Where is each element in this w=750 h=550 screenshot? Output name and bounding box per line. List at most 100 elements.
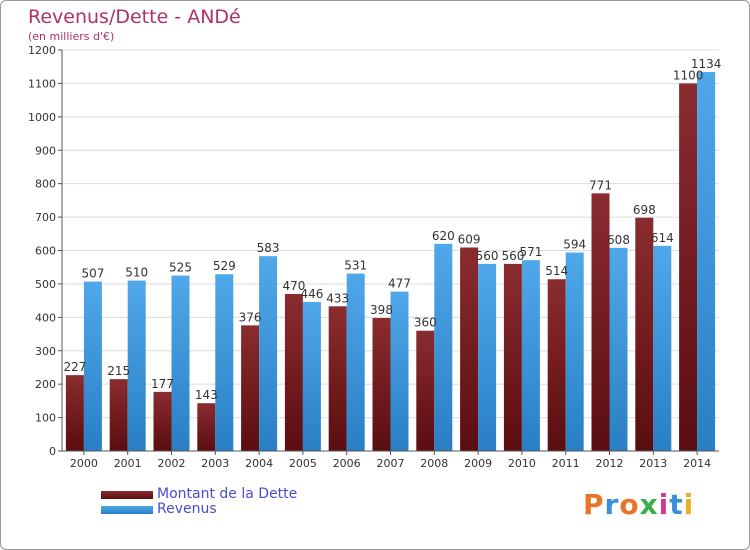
bar-revenus	[653, 245, 672, 451]
y-tick-label: 600	[35, 245, 56, 258]
data-label: 470	[282, 279, 305, 293]
data-label: 1100	[673, 68, 704, 82]
logo-letter: o	[619, 488, 640, 521]
data-label: 177	[151, 377, 174, 391]
data-label: 571	[519, 245, 542, 259]
x-tick-label: 2010	[508, 457, 536, 470]
bar-dette	[241, 325, 260, 451]
bar-dette	[460, 247, 479, 451]
logo-letter: r	[604, 488, 620, 521]
logo-letter: i	[658, 488, 670, 521]
logo-letter: P	[583, 488, 605, 521]
y-tick-label: 900	[35, 144, 56, 157]
data-label: 771	[589, 178, 612, 192]
y-tick-label: 100	[35, 412, 56, 425]
chart-title: Revenus/Dette - ANDé	[28, 6, 241, 28]
x-tick-label: 2002	[158, 457, 186, 470]
bars	[65, 72, 716, 452]
x-tick-label: 2014	[683, 457, 711, 470]
bar-revenus	[83, 281, 102, 451]
y-tick-label: 200	[35, 378, 56, 391]
y-tick-label: 500	[35, 278, 56, 291]
data-label: 1134	[691, 57, 722, 71]
bar-dette	[109, 379, 128, 451]
x-tick-label: 2008	[420, 457, 448, 470]
data-label: 376	[239, 310, 262, 324]
x-tick-label: 2006	[333, 457, 361, 470]
y-tick-label: 700	[35, 211, 56, 224]
bar-revenus	[127, 280, 146, 451]
bar-revenus	[171, 275, 190, 451]
x-tick-label: 2004	[245, 457, 273, 470]
x-tick-label: 2011	[552, 457, 580, 470]
bar-revenus	[478, 263, 497, 451]
bar-dette	[328, 306, 347, 451]
x-tick-label: 2000	[70, 457, 98, 470]
y-tick-label: 400	[35, 311, 56, 324]
data-label: 510	[125, 266, 148, 280]
logo-letter: t	[669, 488, 684, 521]
bar-dette	[65, 375, 84, 451]
bar-dette	[372, 318, 391, 451]
data-label: 477	[388, 277, 411, 291]
y-tick-label: 300	[35, 345, 56, 358]
y-tick-label: 0	[49, 445, 56, 458]
bar-dette	[284, 293, 303, 451]
bar-revenus	[609, 247, 628, 451]
bar-dette	[416, 330, 435, 451]
bar-revenus	[259, 256, 278, 451]
bar-revenus	[434, 243, 453, 451]
bar-dette	[153, 391, 172, 451]
data-label: 398	[370, 303, 393, 317]
bar-revenus	[521, 260, 540, 451]
proxiti-logo: Proxiti	[583, 488, 694, 521]
bar-revenus	[215, 274, 234, 451]
bar-revenus	[302, 301, 321, 451]
bar-dette	[503, 263, 522, 451]
data-label: 446	[300, 287, 323, 301]
data-label: 698	[633, 203, 656, 217]
bar-dette	[547, 279, 566, 451]
data-label: 594	[563, 238, 586, 252]
x-tick-label: 2001	[114, 457, 142, 470]
legend-label-revenus: Revenus	[157, 501, 217, 517]
bar-revenus	[390, 291, 409, 451]
data-label: 525	[169, 261, 192, 275]
x-tick-label: 2005	[289, 457, 317, 470]
data-label: 143	[195, 388, 218, 402]
bar-dette	[197, 403, 216, 451]
legend-swatch-dette	[101, 491, 153, 499]
legend-label-dette: Montant de la Dette	[157, 486, 298, 502]
data-label: 560	[501, 249, 524, 263]
data-label: 360	[414, 316, 437, 330]
bar-revenus	[697, 72, 716, 452]
x-tick-label: 2013	[639, 457, 667, 470]
axes: 0 100 200 300 400 500 600 700 800 900 1000 1100 1200…	[28, 44, 719, 470]
bar-dette	[679, 83, 698, 452]
logo-letter: x	[639, 488, 659, 521]
x-tick-label: 2003	[201, 457, 229, 470]
bar-dette	[635, 217, 654, 451]
data-label: 531	[344, 259, 367, 273]
data-label: 614	[651, 231, 674, 245]
logo-letter: i	[683, 488, 695, 521]
data-label: 227	[63, 360, 86, 374]
data-label: 583	[257, 241, 280, 255]
chart-subtitle: (en milliers d'€)	[28, 30, 115, 43]
bar-revenus	[565, 252, 584, 451]
y-tick-label: 1100	[28, 77, 56, 90]
x-tick-label: 2007	[377, 457, 405, 470]
x-tick-label: 2012	[596, 457, 624, 470]
y-tick-label: 1000	[28, 111, 56, 124]
x-tick-label: 2009	[464, 457, 492, 470]
data-label: 608	[607, 233, 630, 247]
data-label: 609	[458, 232, 481, 246]
data-label: 215	[107, 364, 130, 378]
bar-dette	[591, 193, 610, 452]
data-label: 433	[326, 291, 349, 305]
data-label: 560	[476, 249, 499, 263]
y-tick-label: 1200	[28, 44, 56, 57]
